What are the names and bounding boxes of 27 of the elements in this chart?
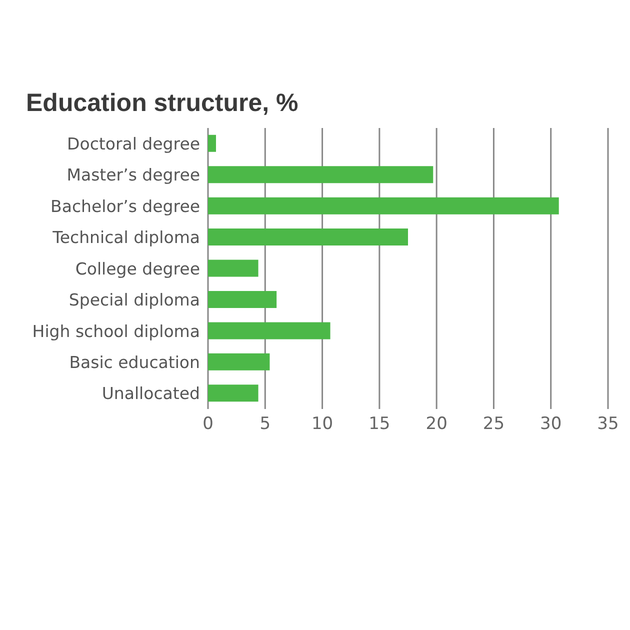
bar: [208, 322, 330, 340]
x-tick-label: 35: [597, 414, 619, 434]
bar: [208, 134, 216, 152]
y-tick-label: Master’s degree: [66, 166, 200, 185]
y-tick-label: High school diploma: [32, 322, 200, 341]
x-tick-label: 15: [368, 414, 390, 434]
bar: [208, 290, 277, 308]
x-tick-label: 30: [540, 414, 562, 434]
y-tick-label: Basic education: [69, 353, 200, 372]
y-tick-label: Bachelor’s degree: [50, 196, 200, 216]
y-tick-label: Special diploma: [68, 290, 200, 310]
y-tick-label: College degree: [75, 259, 200, 278]
y-tick-label: Technical diploma: [52, 228, 200, 248]
bar: [208, 228, 408, 246]
x-tick-label: 0: [202, 414, 214, 434]
x-tick-label: 5: [260, 414, 271, 434]
bar: [208, 166, 434, 184]
bar: [208, 197, 559, 214]
bar: [208, 353, 270, 370]
y-tick-label: Doctoral degree: [67, 134, 200, 154]
chart-title: Education structure, %: [25, 88, 300, 118]
y-tick-label: Unallocated: [102, 384, 200, 404]
bar: [208, 384, 258, 402]
bar: [208, 260, 258, 277]
x-tick-label: 25: [482, 414, 505, 434]
x-tick-label: 10: [311, 414, 334, 434]
x-tick-label: 20: [426, 414, 448, 434]
